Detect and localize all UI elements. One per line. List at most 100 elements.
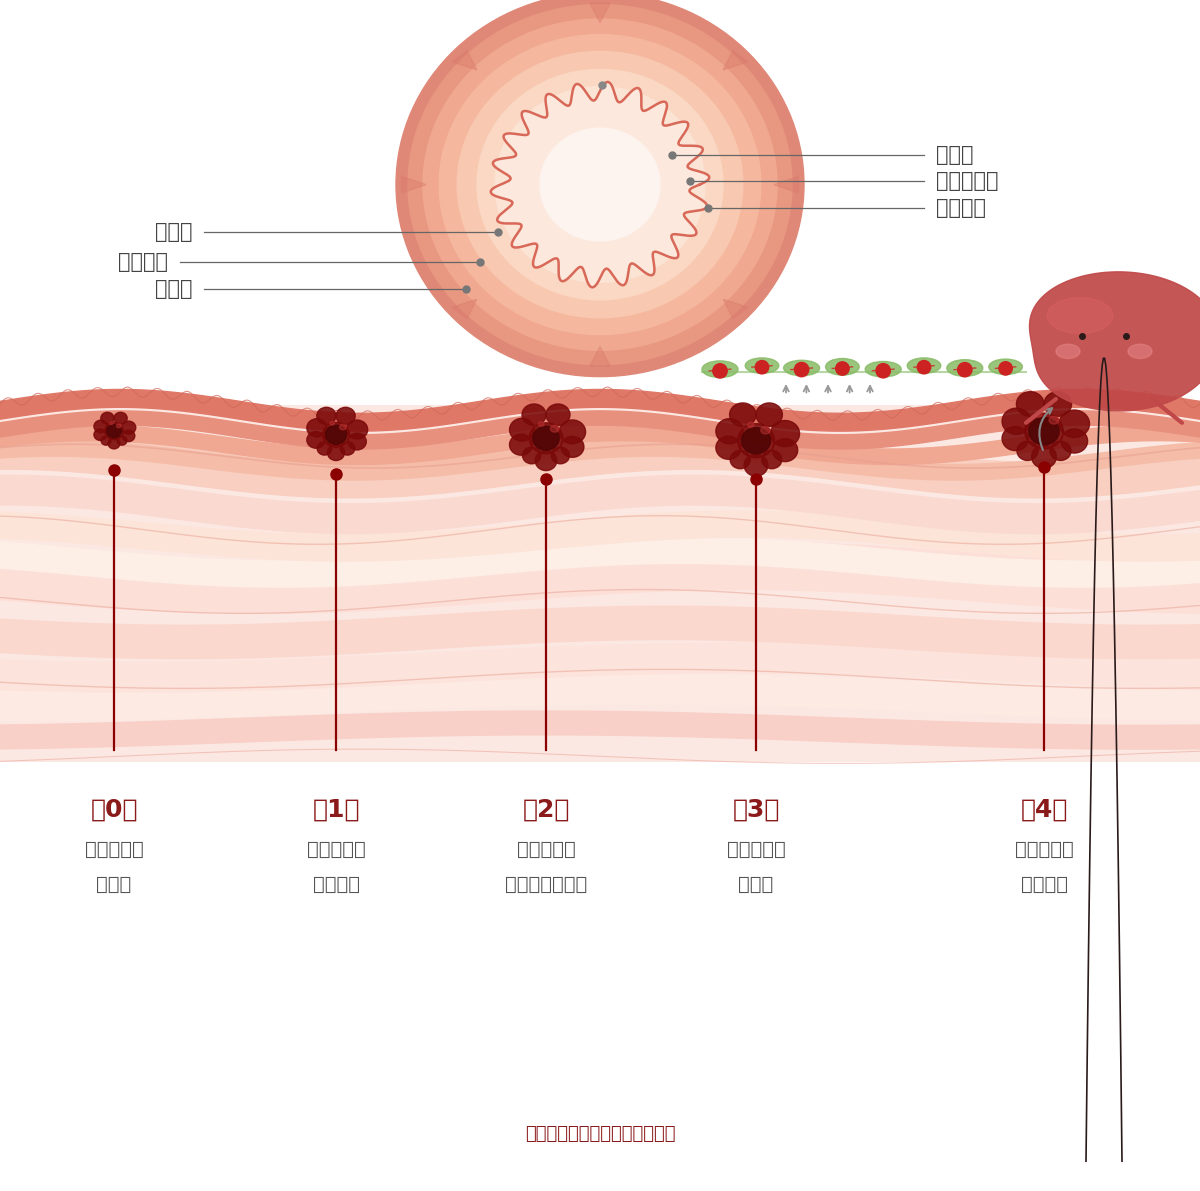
Text: 腫瘤擴散至: 腫瘤擴散至 xyxy=(727,840,785,859)
Circle shape xyxy=(958,362,972,376)
Polygon shape xyxy=(491,82,709,287)
Ellipse shape xyxy=(989,360,1022,375)
Ellipse shape xyxy=(540,129,660,241)
Ellipse shape xyxy=(756,403,782,426)
Ellipse shape xyxy=(496,87,706,282)
Ellipse shape xyxy=(340,424,347,430)
Ellipse shape xyxy=(114,412,127,424)
Ellipse shape xyxy=(1060,410,1090,437)
Ellipse shape xyxy=(1002,426,1028,450)
Ellipse shape xyxy=(1061,429,1087,453)
Ellipse shape xyxy=(748,423,754,428)
Ellipse shape xyxy=(744,454,768,476)
Bar xyxy=(0,405,1200,762)
Text: 其他器官: 其他器官 xyxy=(1020,875,1068,894)
Text: 腫瘤出現在: 腫瘤出現在 xyxy=(85,840,143,859)
Polygon shape xyxy=(1030,272,1200,411)
Text: 漿膜層: 漿膜層 xyxy=(155,280,192,299)
Ellipse shape xyxy=(522,447,541,463)
Ellipse shape xyxy=(716,419,743,444)
Ellipse shape xyxy=(323,423,349,447)
Ellipse shape xyxy=(122,430,134,442)
Ellipse shape xyxy=(330,422,335,425)
Ellipse shape xyxy=(907,358,941,374)
Ellipse shape xyxy=(347,420,367,439)
Ellipse shape xyxy=(533,426,559,450)
Ellipse shape xyxy=(1036,412,1042,417)
Text: 黏膜下層: 黏膜下層 xyxy=(936,199,986,218)
Polygon shape xyxy=(452,299,476,319)
Ellipse shape xyxy=(1128,344,1152,358)
Text: 資料來源：美國國家癌症研究所: 資料來源：美國國家癌症研究所 xyxy=(524,1125,676,1143)
Text: 淋巴結: 淋巴結 xyxy=(738,875,774,894)
Polygon shape xyxy=(589,4,611,23)
Ellipse shape xyxy=(730,403,756,426)
Ellipse shape xyxy=(307,431,325,448)
Ellipse shape xyxy=(1016,442,1038,461)
Ellipse shape xyxy=(1044,392,1072,417)
Ellipse shape xyxy=(526,116,674,254)
Text: 第0期: 第0期 xyxy=(90,798,138,822)
Circle shape xyxy=(755,361,769,374)
Ellipse shape xyxy=(328,444,344,461)
Ellipse shape xyxy=(317,442,331,455)
Ellipse shape xyxy=(341,442,355,455)
Ellipse shape xyxy=(539,422,544,426)
Ellipse shape xyxy=(738,424,774,457)
Ellipse shape xyxy=(348,434,366,450)
Ellipse shape xyxy=(761,426,770,434)
Ellipse shape xyxy=(1049,416,1058,424)
Ellipse shape xyxy=(101,412,114,424)
Ellipse shape xyxy=(478,69,722,300)
Ellipse shape xyxy=(317,407,336,424)
Ellipse shape xyxy=(439,35,761,335)
Text: 腫瘤擴散至: 腫瘤擴散至 xyxy=(307,840,365,859)
Ellipse shape xyxy=(762,450,782,469)
Text: 第3期: 第3期 xyxy=(732,798,780,822)
Ellipse shape xyxy=(307,419,326,437)
Ellipse shape xyxy=(510,435,533,455)
Ellipse shape xyxy=(116,436,127,445)
Ellipse shape xyxy=(947,360,983,376)
Polygon shape xyxy=(589,347,611,366)
Ellipse shape xyxy=(101,436,112,445)
Text: 黏膜層: 黏膜層 xyxy=(936,145,973,164)
Circle shape xyxy=(876,363,890,378)
Ellipse shape xyxy=(396,0,804,376)
Ellipse shape xyxy=(107,425,121,438)
Text: 腫瘤擴散至: 腫瘤擴散至 xyxy=(517,840,575,859)
Ellipse shape xyxy=(865,362,901,376)
Circle shape xyxy=(794,362,809,376)
Ellipse shape xyxy=(1002,409,1031,435)
Polygon shape xyxy=(724,50,748,70)
Text: 第4期: 第4期 xyxy=(1020,798,1068,822)
Ellipse shape xyxy=(559,420,586,444)
Ellipse shape xyxy=(745,358,779,374)
Text: 第2期: 第2期 xyxy=(522,798,570,822)
Text: 點膜下層: 點膜下層 xyxy=(312,875,360,894)
Polygon shape xyxy=(724,299,748,319)
Polygon shape xyxy=(452,50,476,70)
Ellipse shape xyxy=(529,423,563,454)
Ellipse shape xyxy=(551,447,570,463)
Circle shape xyxy=(835,362,850,375)
Ellipse shape xyxy=(457,51,743,318)
Text: 點膜層: 點膜層 xyxy=(96,875,132,894)
Ellipse shape xyxy=(773,438,798,462)
Ellipse shape xyxy=(742,428,770,454)
Ellipse shape xyxy=(1016,392,1044,417)
Ellipse shape xyxy=(408,5,792,364)
Text: 肌肉層和漿膜層: 肌肉層和漿膜層 xyxy=(505,875,587,894)
Text: 第1期: 第1期 xyxy=(312,798,360,822)
Circle shape xyxy=(998,362,1013,375)
Ellipse shape xyxy=(1025,413,1063,449)
Ellipse shape xyxy=(94,420,108,432)
Ellipse shape xyxy=(1032,445,1056,468)
Ellipse shape xyxy=(1028,417,1060,444)
Ellipse shape xyxy=(784,361,820,376)
Ellipse shape xyxy=(325,425,347,444)
Ellipse shape xyxy=(546,404,570,425)
Ellipse shape xyxy=(1046,298,1114,333)
Ellipse shape xyxy=(730,450,750,469)
Ellipse shape xyxy=(336,407,355,424)
